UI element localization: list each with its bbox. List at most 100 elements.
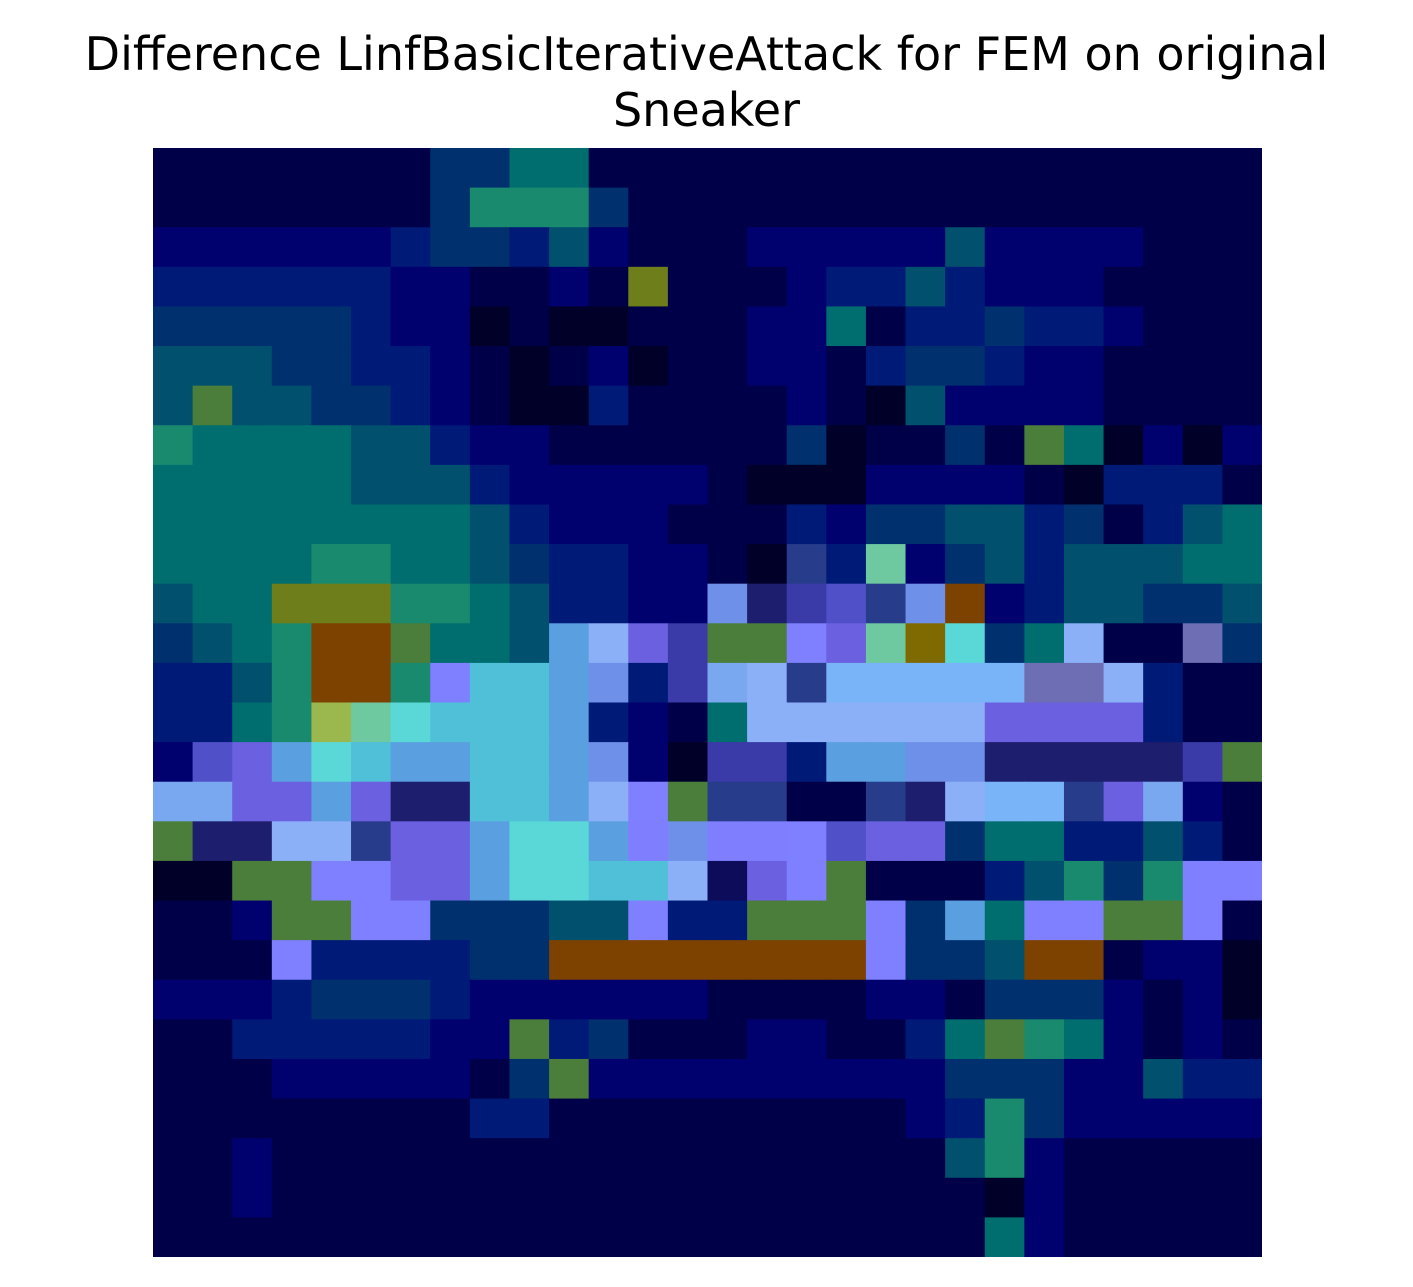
heatmap-cell bbox=[549, 544, 590, 585]
heatmap-cell bbox=[588, 979, 629, 1020]
heatmap-cell bbox=[1024, 781, 1065, 822]
heatmap-cell bbox=[1103, 1098, 1144, 1139]
heatmap-cell bbox=[311, 1058, 352, 1100]
heatmap-cell bbox=[430, 742, 471, 783]
heatmap-cell bbox=[1063, 781, 1105, 822]
heatmap-cell bbox=[311, 346, 352, 387]
heatmap-cell bbox=[984, 464, 1025, 506]
heatmap-cell bbox=[707, 1217, 748, 1257]
heatmap-cell bbox=[271, 544, 313, 585]
heatmap-cell bbox=[667, 504, 709, 545]
heatmap-cell bbox=[430, 1217, 471, 1257]
heatmap-cell bbox=[430, 148, 471, 189]
chart-title-line-1: Difference LinfBasicIterativeAttack for … bbox=[84, 27, 1329, 81]
heatmap-cell bbox=[905, 860, 946, 902]
heatmap-cell bbox=[747, 623, 788, 664]
heatmap-cell bbox=[667, 385, 709, 426]
heatmap-cell bbox=[905, 306, 946, 347]
heatmap-cell bbox=[1222, 583, 1262, 624]
heatmap-cell bbox=[707, 1019, 748, 1060]
heatmap-cell bbox=[549, 1138, 590, 1179]
heatmap-cell bbox=[311, 702, 352, 743]
heatmap-cell bbox=[271, 1217, 313, 1257]
heatmap-cell bbox=[588, 227, 629, 268]
heatmap-cell bbox=[430, 702, 471, 743]
heatmap-cell bbox=[1182, 1058, 1223, 1100]
heatmap-cell bbox=[271, 821, 313, 862]
heatmap-cell bbox=[1063, 425, 1105, 466]
heatmap-cell bbox=[430, 583, 471, 624]
heatmap-cell bbox=[667, 464, 709, 506]
heatmap-cell bbox=[984, 623, 1025, 664]
heatmap-cell bbox=[509, 346, 550, 387]
heatmap-cell bbox=[707, 187, 748, 228]
heatmap-cell bbox=[747, 306, 788, 347]
heatmap-cell bbox=[549, 1058, 590, 1100]
heatmap-cell bbox=[232, 1217, 273, 1257]
heatmap-cell bbox=[1063, 148, 1105, 189]
heatmap-cell bbox=[707, 979, 748, 1020]
heatmap-cell bbox=[865, 900, 907, 941]
heatmap-cell bbox=[192, 583, 233, 624]
heatmap-cell bbox=[430, 1058, 471, 1100]
heatmap-cell bbox=[509, 583, 550, 624]
heatmap-cell bbox=[311, 148, 352, 189]
heatmap-cell bbox=[153, 702, 194, 743]
heatmap-cell bbox=[707, 583, 748, 624]
heatmap-cell bbox=[311, 544, 352, 585]
heatmap-cell bbox=[1182, 623, 1223, 664]
heatmap-cell bbox=[945, 464, 986, 506]
heatmap-cell bbox=[826, 1019, 867, 1060]
heatmap-cell bbox=[192, 266, 233, 308]
heatmap-cell bbox=[351, 1019, 392, 1060]
heatmap-cell bbox=[469, 860, 511, 902]
heatmap-cell bbox=[865, 1019, 907, 1060]
heatmap-cell bbox=[865, 940, 907, 981]
heatmap-cell bbox=[430, 900, 471, 941]
heatmap-cell bbox=[945, 266, 986, 308]
heatmap-cell bbox=[1063, 702, 1105, 743]
heatmap-cell bbox=[826, 544, 867, 585]
heatmap-cell bbox=[707, 1177, 748, 1218]
heatmap-cell bbox=[311, 425, 352, 466]
heatmap-cell bbox=[311, 464, 352, 506]
heatmap-cell bbox=[865, 662, 907, 704]
heatmap-cell bbox=[153, 306, 194, 347]
heatmap-cell bbox=[628, 1058, 669, 1100]
heatmap-cell bbox=[826, 1177, 867, 1218]
heatmap-cell bbox=[865, 1177, 907, 1218]
heatmap-cell bbox=[1103, 821, 1144, 862]
heatmap-cell bbox=[311, 781, 352, 822]
heatmap-cell bbox=[1143, 1138, 1184, 1179]
heatmap-cell bbox=[192, 781, 233, 822]
heatmap-cell bbox=[1182, 227, 1223, 268]
heatmap-cell bbox=[469, 702, 511, 743]
heatmap-cell bbox=[905, 1138, 946, 1179]
heatmap-cell bbox=[469, 1019, 511, 1060]
heatmap-cell bbox=[945, 1058, 986, 1100]
heatmap-cell bbox=[984, 306, 1025, 347]
heatmap-cell bbox=[509, 306, 550, 347]
heatmap-cell bbox=[1143, 1058, 1184, 1100]
heatmap-cell bbox=[192, 148, 233, 189]
heatmap-cell bbox=[469, 504, 511, 545]
heatmap-cell bbox=[192, 1058, 233, 1100]
heatmap-cell bbox=[1063, 623, 1105, 664]
heatmap-cell bbox=[707, 860, 748, 902]
heatmap-cell bbox=[549, 900, 590, 941]
heatmap-cell bbox=[271, 385, 313, 426]
heatmap-cell bbox=[311, 385, 352, 426]
heatmap-cell bbox=[1103, 781, 1144, 822]
heatmap-cell bbox=[430, 385, 471, 426]
heatmap-cell bbox=[707, 227, 748, 268]
heatmap-cell bbox=[1182, 900, 1223, 941]
heatmap-cell bbox=[271, 187, 313, 228]
heatmap-cell bbox=[153, 425, 194, 466]
heatmap-cell bbox=[390, 781, 431, 822]
heatmap-cell bbox=[945, 662, 986, 704]
heatmap-cell bbox=[549, 860, 590, 902]
heatmap-cell bbox=[786, 544, 827, 585]
heatmap-cell bbox=[1182, 464, 1223, 506]
heatmap-cell bbox=[1182, 1177, 1223, 1218]
heatmap-cell bbox=[628, 900, 669, 941]
